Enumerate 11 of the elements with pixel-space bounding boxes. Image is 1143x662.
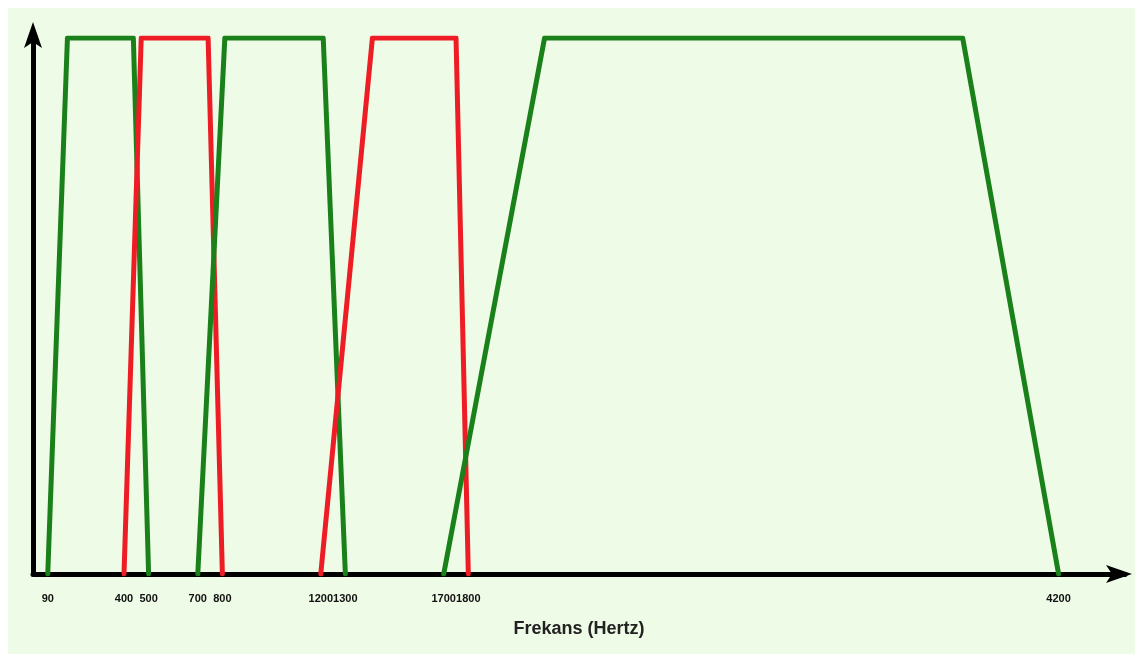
x-tick-label: 800 [213,591,232,604]
x-tick-label: 1200 [308,591,333,604]
x-tick-label: 700 [188,591,207,604]
x-tick-label: 1300 [333,591,358,604]
x-axis-title: Frekans (Hertz) [513,618,645,638]
x-tick-label: 400 [114,591,134,604]
x-tick-label: 1800 [456,591,481,604]
x-tick-label: 4200 [1046,591,1071,604]
x-tick-label: 500 [139,591,158,604]
x-tick-label: 1700 [431,591,456,604]
x-tick-label: 90 [41,591,54,604]
